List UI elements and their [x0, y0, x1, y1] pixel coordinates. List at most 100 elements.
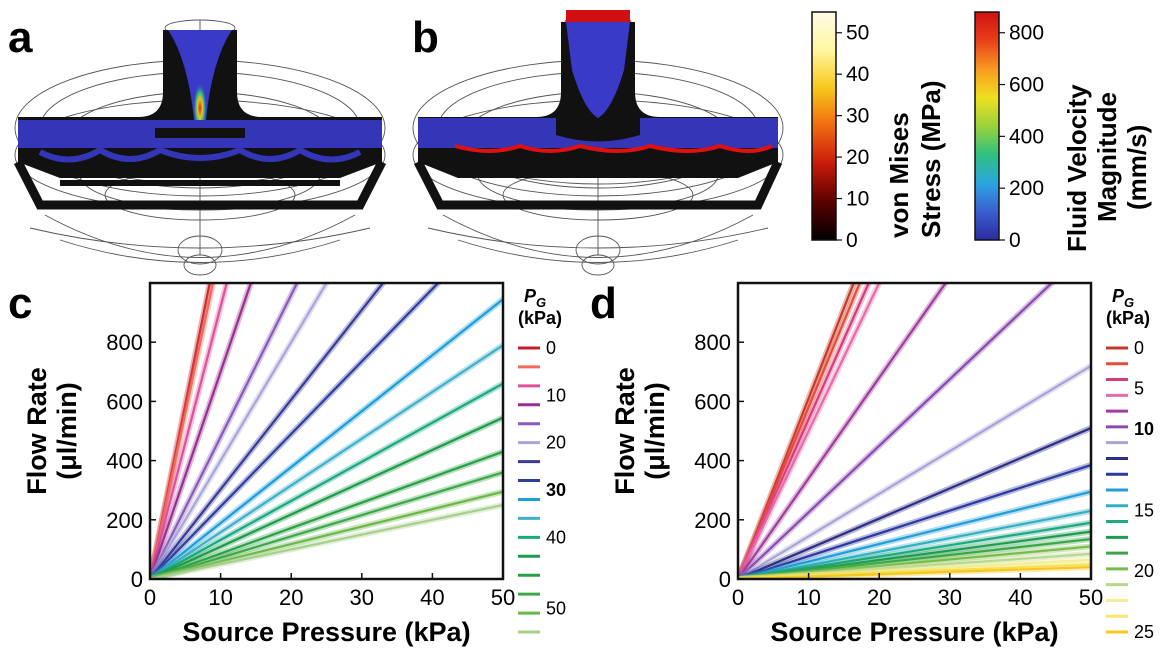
- legend-label: 0: [546, 338, 556, 358]
- x-axis-label: Source Pressure (kPa): [182, 617, 470, 647]
- colorbar-tick-label: 40: [846, 63, 869, 86]
- series-line: [738, 283, 870, 579]
- legend-label: 10: [1134, 419, 1154, 439]
- series-line: [738, 283, 947, 579]
- y-tick-label: 0: [131, 567, 143, 592]
- plot-frame: [148, 281, 505, 581]
- x-tick-label: 30: [938, 585, 962, 610]
- series-line: [738, 364, 1091, 579]
- y-tick-label: 400: [694, 449, 731, 474]
- colorbar-tick-label: 200: [1009, 177, 1044, 200]
- colorbar-velocity-title-line1: Fluid Velocity: [1062, 84, 1092, 252]
- y-tick-label: 800: [694, 330, 731, 355]
- plot-frame: [736, 281, 1093, 581]
- y-axis-label-line1: Flow Rate: [610, 367, 640, 495]
- panel-label-b: b: [412, 13, 439, 62]
- y-tick-label: 200: [694, 508, 731, 533]
- x-tick-label: 10: [208, 585, 232, 610]
- x-tick-label: 50: [491, 585, 515, 610]
- colorbar-velocity: 800 600 400 200 0 Fluid Velocity Magnitude (…: [974, 11, 1152, 252]
- series-line: [738, 521, 1091, 579]
- series-group: [738, 283, 1091, 579]
- colorbar-tick-label: 10: [846, 188, 869, 211]
- colorbar-stress-title-line2: Stress (MPa): [916, 81, 946, 239]
- y-axis-label-line2: (μl/min): [640, 382, 670, 480]
- panel-label-a: a: [8, 13, 33, 62]
- series-line: [150, 283, 215, 579]
- x-tick-label: 10: [796, 585, 820, 610]
- series-line: [738, 283, 1054, 579]
- colorbar-velocity-title-line2: Magnitude: [1092, 92, 1122, 222]
- y-tick-label: 0: [719, 567, 731, 592]
- colorbar-tick-label: 30: [846, 105, 869, 128]
- colorbar-tick-label: 20: [846, 146, 869, 169]
- legend: PG(kPa) 0 10 20 30 40 50: [518, 286, 566, 634]
- series-line: [738, 283, 855, 579]
- legend-label: 25: [1134, 622, 1154, 642]
- series-line: [738, 283, 881, 579]
- colorbar-stress: 50 40 30 20 10 0 von Mises Stress (MPa): [811, 11, 946, 252]
- series-line: [150, 450, 503, 579]
- legend-title: PG: [1112, 286, 1134, 310]
- legend-title-sub: G: [536, 295, 546, 310]
- legend-label: 40: [546, 527, 566, 547]
- x-tick-label: 50: [1079, 585, 1103, 610]
- legend-title-sub: G: [1124, 295, 1134, 310]
- series-line: [150, 283, 228, 579]
- legend-label: 10: [546, 385, 566, 405]
- series-line: [150, 382, 503, 579]
- legend-label: 50: [546, 598, 566, 618]
- legend-label: 0: [1134, 338, 1144, 358]
- series-line: [150, 471, 503, 579]
- legend-label: 15: [1134, 500, 1154, 520]
- colorbar-velocity-title-line3: (mm/s): [1122, 125, 1152, 210]
- legend-unit: (kPa): [1106, 308, 1150, 328]
- y-axis-label-line1: Flow Rate: [22, 367, 52, 495]
- series-line: [150, 283, 328, 579]
- series-line: [150, 283, 253, 579]
- colorbar-stress-title-line1: von Mises: [884, 112, 914, 238]
- x-tick-label: 20: [279, 585, 303, 610]
- valve-model-stress: [13, 19, 387, 276]
- series-line: [150, 416, 503, 579]
- y-axis-label-line2: (μl/min): [52, 382, 82, 480]
- series-line: [738, 427, 1091, 579]
- legend-label: 30: [546, 480, 566, 500]
- series-line: [150, 503, 503, 579]
- x-tick-label: 0: [732, 585, 744, 610]
- panel-label-d: d: [590, 279, 617, 328]
- y-tick-label: 400: [106, 449, 143, 474]
- series-line: [738, 537, 1091, 579]
- series-line: [738, 509, 1091, 579]
- series-line: [150, 490, 503, 579]
- series-line: [150, 298, 503, 579]
- x-axis-label: Source Pressure (kPa): [770, 617, 1058, 647]
- colorbar-tick-label: 800: [1009, 22, 1044, 45]
- x-tick-label: 30: [350, 585, 374, 610]
- series-line: [150, 283, 211, 579]
- valve-model-fluid: [412, 10, 784, 276]
- legend-label: 5: [1134, 379, 1144, 399]
- colorbar-tick-label: 0: [1009, 229, 1021, 252]
- legend: PG(kPa) 0 5 10 15 20 25: [1106, 286, 1154, 642]
- colorbar-tick-label: 600: [1009, 74, 1044, 97]
- legend-label: 20: [1134, 561, 1154, 581]
- series-line: [150, 283, 440, 579]
- y-tick-label: 600: [694, 389, 731, 414]
- x-tick-label: 0: [144, 585, 156, 610]
- legend-label: 20: [546, 433, 566, 453]
- panel-label-c: c: [8, 279, 32, 328]
- y-tick-label: 800: [106, 330, 143, 355]
- series-line: [150, 344, 503, 579]
- series-line: [738, 545, 1091, 579]
- series-line: [738, 283, 861, 579]
- x-tick-label: 40: [1008, 585, 1032, 610]
- series-line: [150, 283, 385, 579]
- x-tick-label: 20: [867, 585, 891, 610]
- series-line: [738, 490, 1091, 579]
- y-tick-label: 600: [106, 389, 143, 414]
- legend-unit: (kPa): [518, 308, 562, 328]
- series-line: [150, 283, 299, 579]
- series-group: [150, 283, 503, 579]
